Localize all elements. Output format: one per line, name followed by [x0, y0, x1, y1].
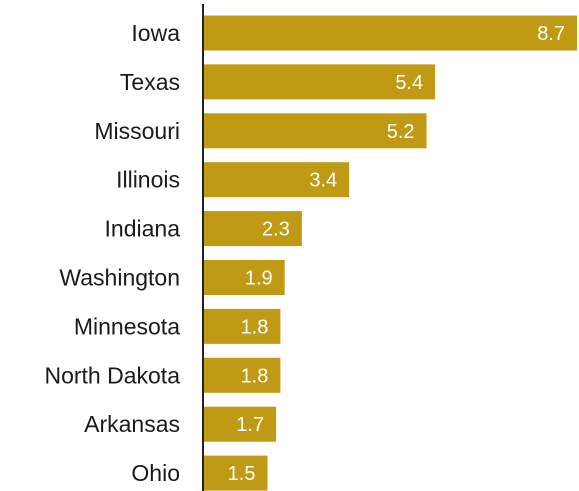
bar-illinois: [203, 162, 350, 198]
value-label-ohio: 1.5: [228, 463, 256, 485]
bar-washington: [203, 260, 285, 295]
value-label-washington: 1.9: [245, 268, 273, 290]
value-label-iowa: 8.7: [537, 23, 565, 45]
value-labels: 8.7 5.4 5.2 3.4 2.3 1.9 1.8 1.8 1.7 1.5: [228, 23, 565, 485]
category-label-north-dakota: North Dakota: [44, 362, 180, 388]
category-label-iowa: Iowa: [131, 20, 180, 46]
bar-indiana: [203, 211, 302, 247]
bar-iowa: [203, 15, 577, 51]
bar-texas: [203, 64, 436, 100]
category-label-minnesota: Minnesota: [74, 313, 180, 339]
bar-north-dakota: [203, 357, 281, 393]
category-label-washington: Washington: [59, 265, 180, 291]
value-label-arkansas: 1.7: [236, 414, 264, 436]
value-label-illinois: 3.4: [309, 170, 337, 192]
bars-group: [203, 15, 577, 491]
category-label-illinois: Illinois: [116, 167, 180, 193]
value-label-texas: 5.4: [395, 72, 423, 94]
value-label-indiana: 2.3: [262, 219, 290, 241]
category-label-texas: Texas: [120, 69, 180, 95]
value-label-minnesota: 1.8: [241, 316, 269, 338]
bar-minnesota: [203, 308, 281, 344]
value-label-missouri: 5.2: [387, 121, 415, 143]
category-label-ohio: Ohio: [131, 460, 180, 486]
category-label-arkansas: Arkansas: [84, 411, 180, 437]
category-label-indiana: Indiana: [105, 216, 181, 242]
bar-arkansas: [203, 406, 277, 442]
bar-ohio: [203, 455, 268, 491]
category-labels: Iowa Texas Missouri Illinois Indiana Washingt…: [44, 20, 180, 486]
bar-missouri: [203, 113, 427, 149]
category-label-missouri: Missouri: [94, 118, 180, 144]
value-label-north-dakota: 1.8: [241, 365, 269, 387]
